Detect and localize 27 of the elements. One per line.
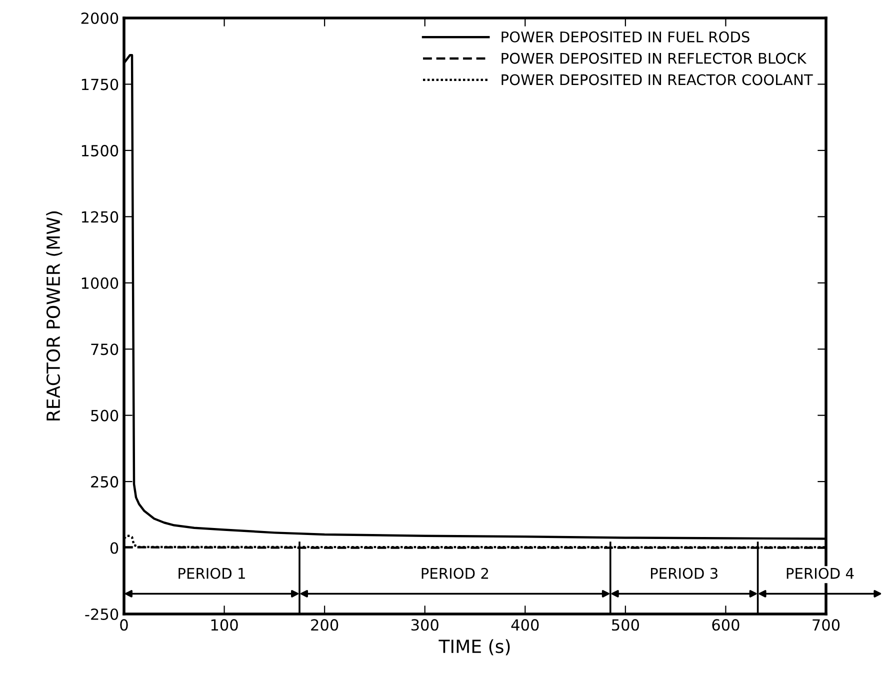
y-tick-label: 2000	[81, 12, 118, 24]
y-tick-label: 500	[91, 410, 118, 422]
x-tick-label: 100	[211, 619, 238, 631]
y-tick-label: 1000	[82, 277, 118, 289]
y-tick-label: 1750	[82, 78, 118, 90]
x-tick-label: 0	[120, 619, 128, 631]
x-tick-label: 300	[411, 619, 438, 631]
x-axis-title: TIME (s)	[438, 639, 510, 656]
x-tick-label: 400	[511, 619, 539, 631]
y-tick-label: 250	[91, 476, 118, 488]
x-tick-label: 500	[612, 619, 639, 631]
legend-label: POWER DEPOSITED IN REACTOR COOLANT	[502, 74, 813, 86]
legend-label: POWER DEPOSITED IN REFLECTOR BLOCK	[502, 52, 807, 64]
annotation: PERIOD 2	[422, 568, 488, 579]
y-tick-label: 750	[91, 344, 118, 356]
y-axis-title: REACTOR POWER (MW)	[46, 211, 62, 420]
annotation: PERIOD 1	[178, 568, 245, 579]
legend-label: POWER DEPOSITED IN FUEL RODS	[502, 31, 750, 42]
annotation: PERIOD 4	[786, 568, 854, 579]
y-tick-label: -250	[85, 608, 118, 620]
x-tick-label: 600	[712, 619, 740, 631]
x-tick-label: 200	[311, 619, 338, 631]
y-tick-label: 1250	[82, 211, 118, 223]
y-tick-label: 1500	[82, 144, 118, 156]
annotation: PERIOD 3	[650, 568, 718, 579]
y-tick-label: 0	[110, 542, 118, 554]
x-tick-label: 700	[812, 619, 840, 631]
